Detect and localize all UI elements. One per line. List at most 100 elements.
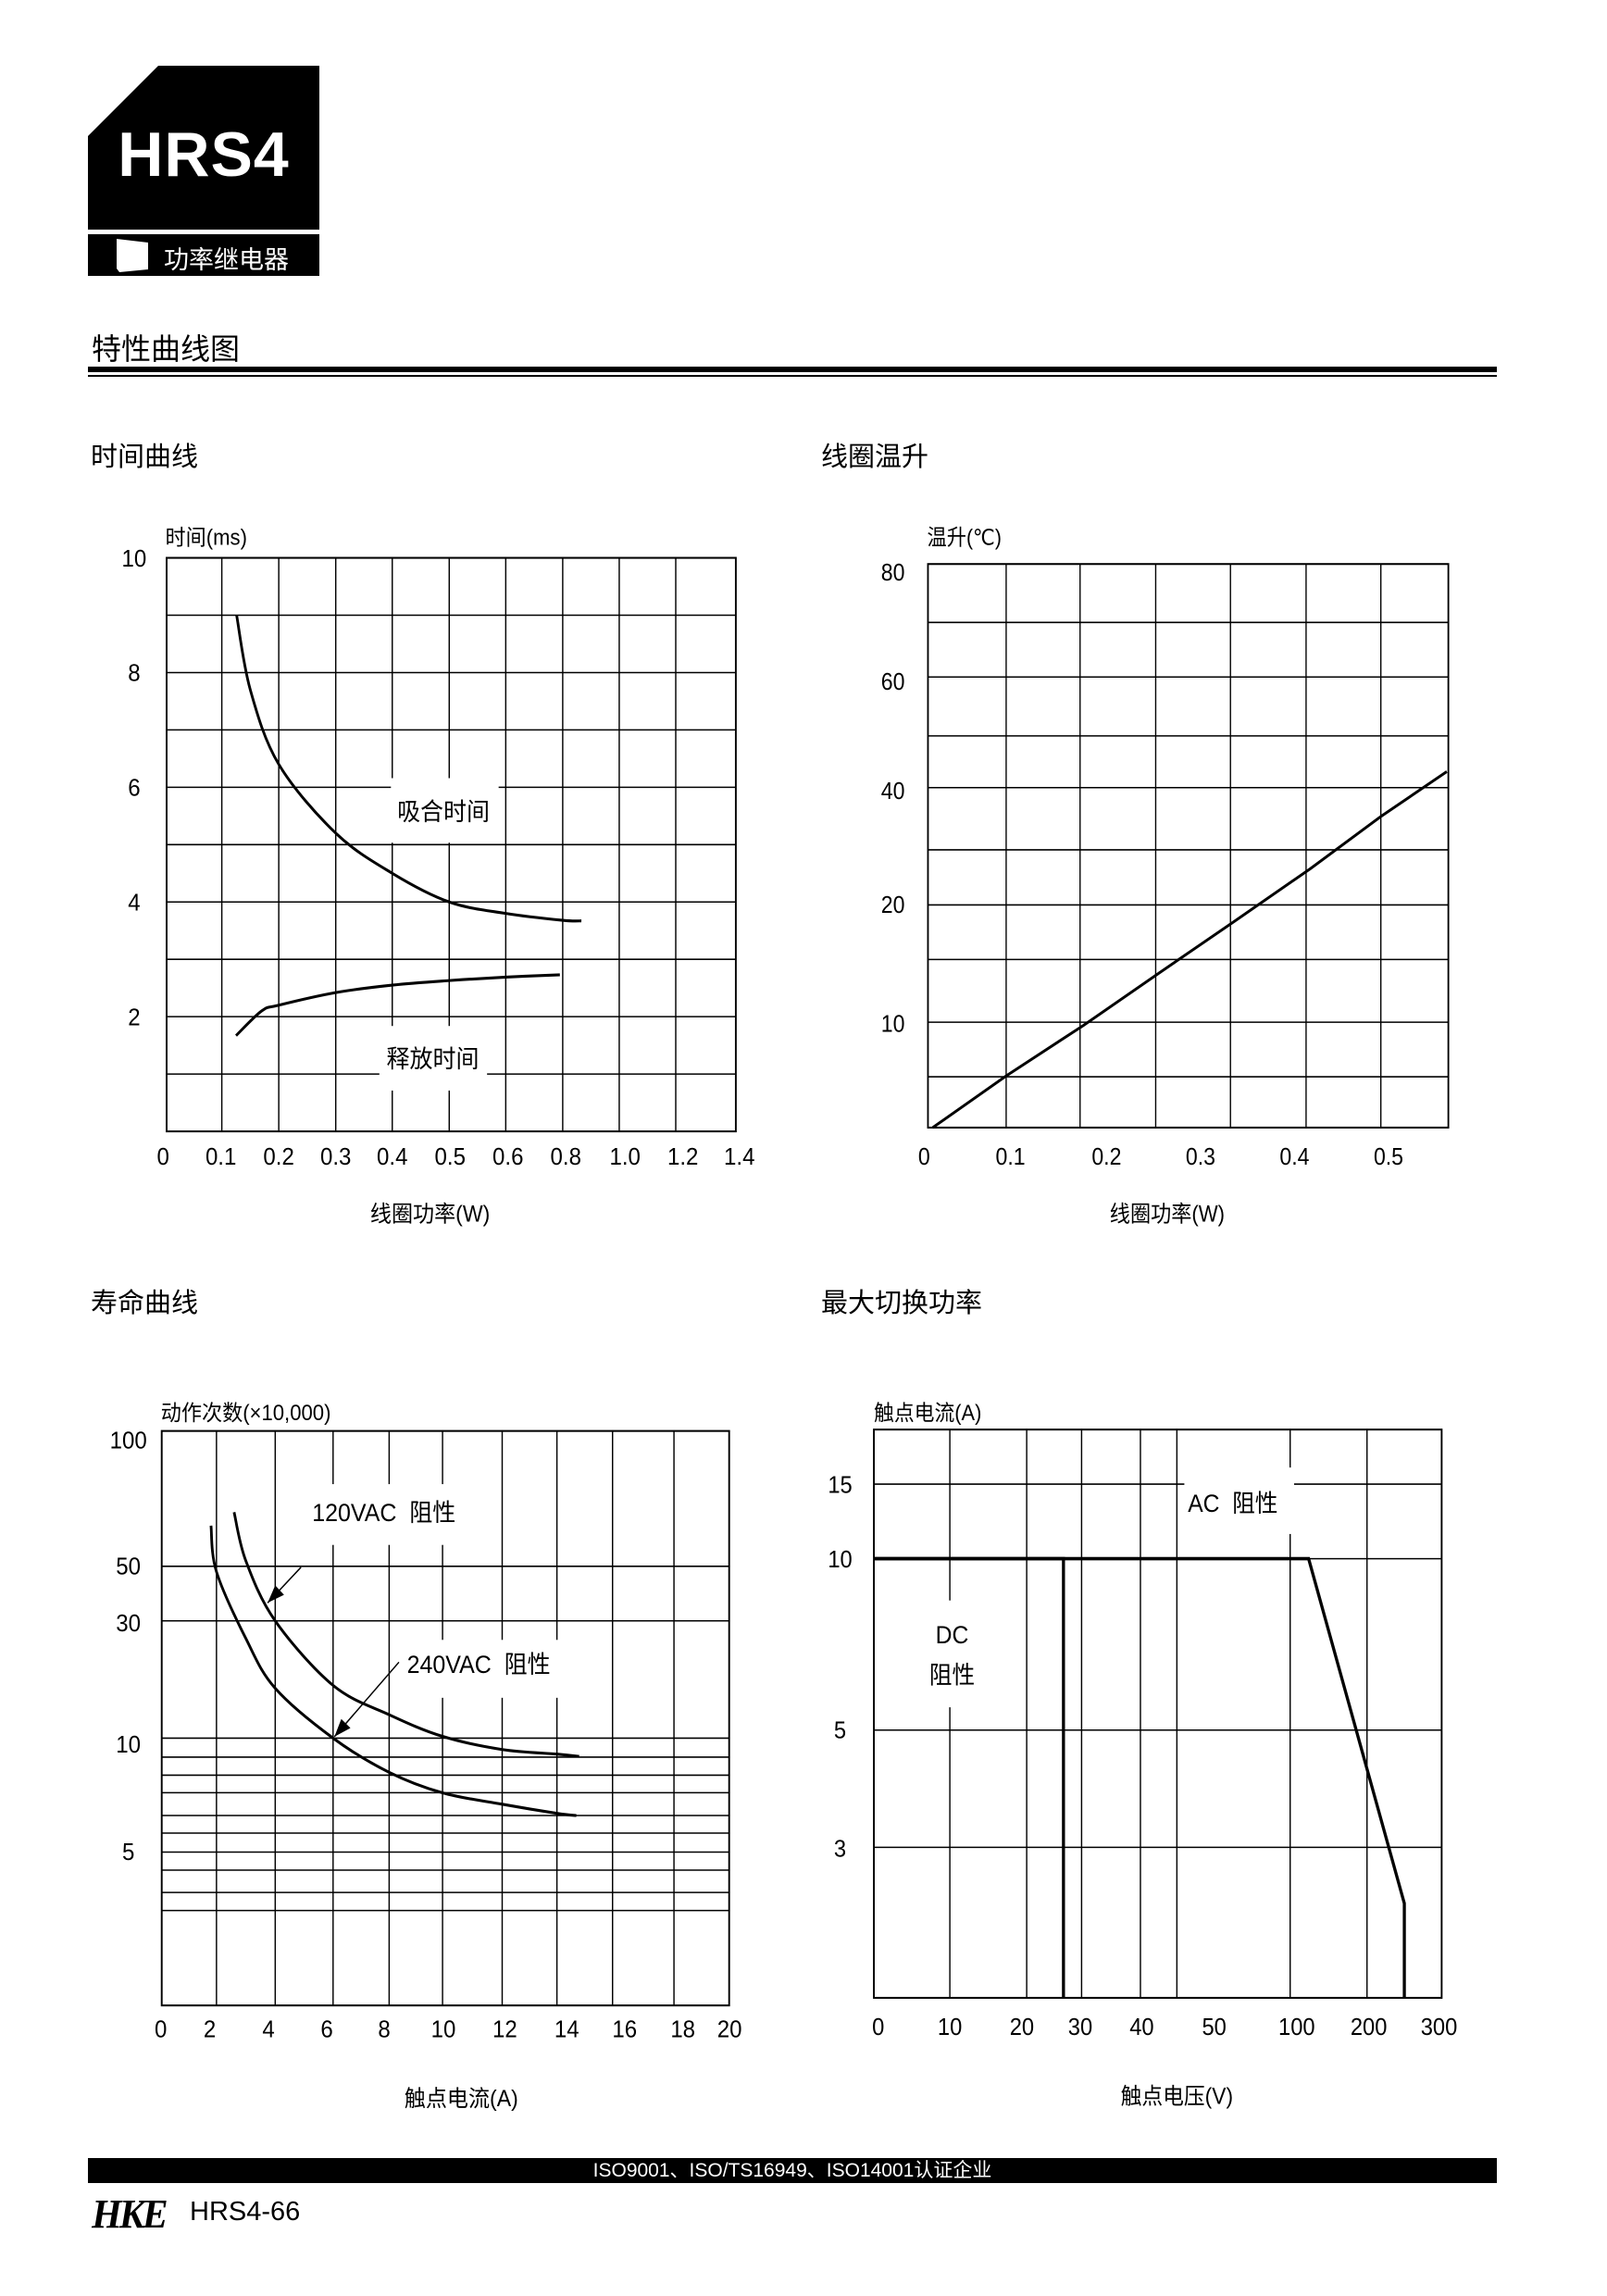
x-tick-label: 300	[1421, 2015, 1458, 2040]
x-tick-label: 10	[938, 2015, 962, 2040]
y-tick-label: 50	[116, 1554, 141, 1580]
y-tick-label: 30	[116, 1611, 141, 1637]
section-heading-coil-temp-rise: 线圈温升	[821, 441, 929, 472]
y-axis-title: 温升(℃)	[928, 526, 1002, 550]
x-tick-label: 0.3	[1186, 1144, 1215, 1170]
section-heading-time-curve: 时间曲线	[91, 441, 199, 472]
y-tick-label: 2	[128, 1005, 140, 1031]
plot-frame	[873, 1429, 1443, 1999]
series-label: 120VAC 阻性	[312, 1499, 455, 1527]
x-axis-title: 线圈功率(W)	[1110, 1201, 1225, 1226]
x-tick-label: 0	[156, 1144, 168, 1170]
y-tick-label: 80	[881, 560, 905, 586]
series-label: 吸合时间	[397, 798, 490, 826]
product-logo-text: HRS4	[118, 119, 290, 190]
x-tick-label: 20	[1010, 2015, 1034, 2040]
y-tick-label: 3	[834, 1837, 846, 1863]
y-tick-label: 20	[881, 892, 905, 918]
y-tick-label: 60	[881, 669, 905, 695]
x-tick-label: 18	[670, 2017, 695, 2043]
y-tick-label: 15	[828, 1473, 852, 1499]
x-axis-title: 触点电压(V)	[1121, 2084, 1233, 2110]
y-tick-label: 5	[122, 1841, 134, 1866]
y-tick-label: 100	[110, 1429, 147, 1454]
arrow-head-icon	[268, 1585, 284, 1603]
grid	[161, 1430, 729, 2006]
x-tick-label: 8	[378, 2017, 390, 2043]
coil-temp-rise-chart: 0 0.1 0.2 0.3 0.4 0.5 80 60 40 20 10 温升(℃) 线圈功率(W)	[881, 526, 1450, 1227]
y-tick-label: 40	[881, 779, 905, 805]
series-line-2	[209, 1525, 577, 1817]
series-label: 240VAC 阻性	[407, 1651, 551, 1678]
x-tick-label: 14	[554, 2017, 579, 2043]
grid	[874, 1429, 1442, 1998]
series-line-2	[874, 1556, 1406, 1998]
label-background	[379, 1026, 488, 1091]
y-tick-label: 8	[128, 661, 140, 687]
category-bar: 功率继电器	[88, 234, 319, 276]
series-line-1	[232, 1511, 579, 1758]
x-tick-label: 0.5	[1374, 1144, 1403, 1170]
x-tick-label: 6	[320, 2017, 332, 2043]
x-tick-label: 200	[1351, 2015, 1388, 2040]
page-title: 特性曲线图	[92, 331, 241, 367]
y-tick-label: 6	[128, 776, 140, 802]
section-heading-max-switching-power: 最大切换功率	[821, 1287, 983, 1318]
x-tick-label: 0.6	[492, 1144, 523, 1170]
product-logo-badge	[88, 66, 319, 230]
x-tick-label: 0.5	[435, 1144, 466, 1170]
series-line-1	[931, 770, 1448, 1129]
x-axis-title: 线圈功率(W)	[370, 1202, 490, 1228]
series-line-2	[235, 973, 560, 1037]
section-heading-life-curve: 寿命曲线	[91, 1287, 199, 1318]
y-axis-title: 时间(ms)	[166, 525, 247, 550]
x-tick-label: 0.1	[996, 1144, 1026, 1170]
x-tick-label: 1.4	[724, 1144, 755, 1170]
label-background	[1184, 1467, 1294, 1534]
x-tick-label: 1.2	[667, 1144, 698, 1170]
label-background	[402, 1640, 579, 1698]
series-label: 释放时间	[387, 1045, 480, 1073]
x-tick-label: 40	[1129, 2015, 1153, 2040]
x-tick-label: 12	[492, 2017, 517, 2043]
series-label: DC	[936, 1622, 969, 1649]
series-label: AC 阻性	[1188, 1490, 1277, 1517]
x-tick-label: 0	[155, 2017, 167, 2043]
plot-frame	[160, 1429, 730, 2007]
y-tick-label: 5	[834, 1718, 846, 1744]
x-tick-label: 0.1	[206, 1144, 236, 1170]
life-curve-chart: 120VAC 阻性 240VAC 阻性 0 2 4 6 8 10 12 14 16 18 20 100 50…	[110, 1400, 742, 2112]
series-label: 阻性	[929, 1662, 975, 1690]
y-tick-label: 10	[828, 1547, 852, 1573]
y-tick-label: 10	[881, 1011, 905, 1037]
x-tick-label: 100	[1278, 2015, 1315, 2040]
x-axis-title: 触点电流(A)	[405, 2086, 518, 2112]
plot-frame	[927, 563, 1450, 1129]
relay-icon	[117, 239, 148, 272]
arrow-head-icon	[334, 1718, 351, 1737]
label-background	[919, 1600, 986, 1708]
x-tick-label: 2	[204, 2017, 216, 2043]
x-tick-label: 0.4	[377, 1144, 408, 1170]
label-background	[391, 778, 499, 843]
series-line-1	[235, 615, 582, 923]
x-tick-label: 16	[612, 2017, 637, 2043]
y-axis-title: 动作次数(×10,000)	[161, 1400, 331, 1425]
x-tick-label: 10	[431, 2017, 456, 2043]
x-tick-label: 1.0	[609, 1144, 640, 1170]
x-tick-label: 4	[262, 2017, 275, 2043]
category-label: 功率继电器	[164, 246, 289, 275]
brand-logo: HKE	[92, 2191, 168, 2237]
certification-banner: ISO9001、ISO/TS16949、ISO14001认证企业	[88, 2158, 1497, 2183]
x-tick-label: 50	[1202, 2015, 1226, 2040]
title-divider	[88, 367, 1497, 372]
grid	[928, 564, 1449, 1128]
x-tick-label: 0.4	[1279, 1144, 1309, 1170]
label-background	[305, 1484, 485, 1545]
x-tick-label: 30	[1068, 2015, 1092, 2040]
x-tick-label: 0.3	[320, 1144, 351, 1170]
y-tick-label: 4	[128, 891, 141, 917]
y-axis-title: 触点电流(A)	[874, 1400, 981, 1425]
x-tick-label: 0.2	[263, 1144, 293, 1170]
